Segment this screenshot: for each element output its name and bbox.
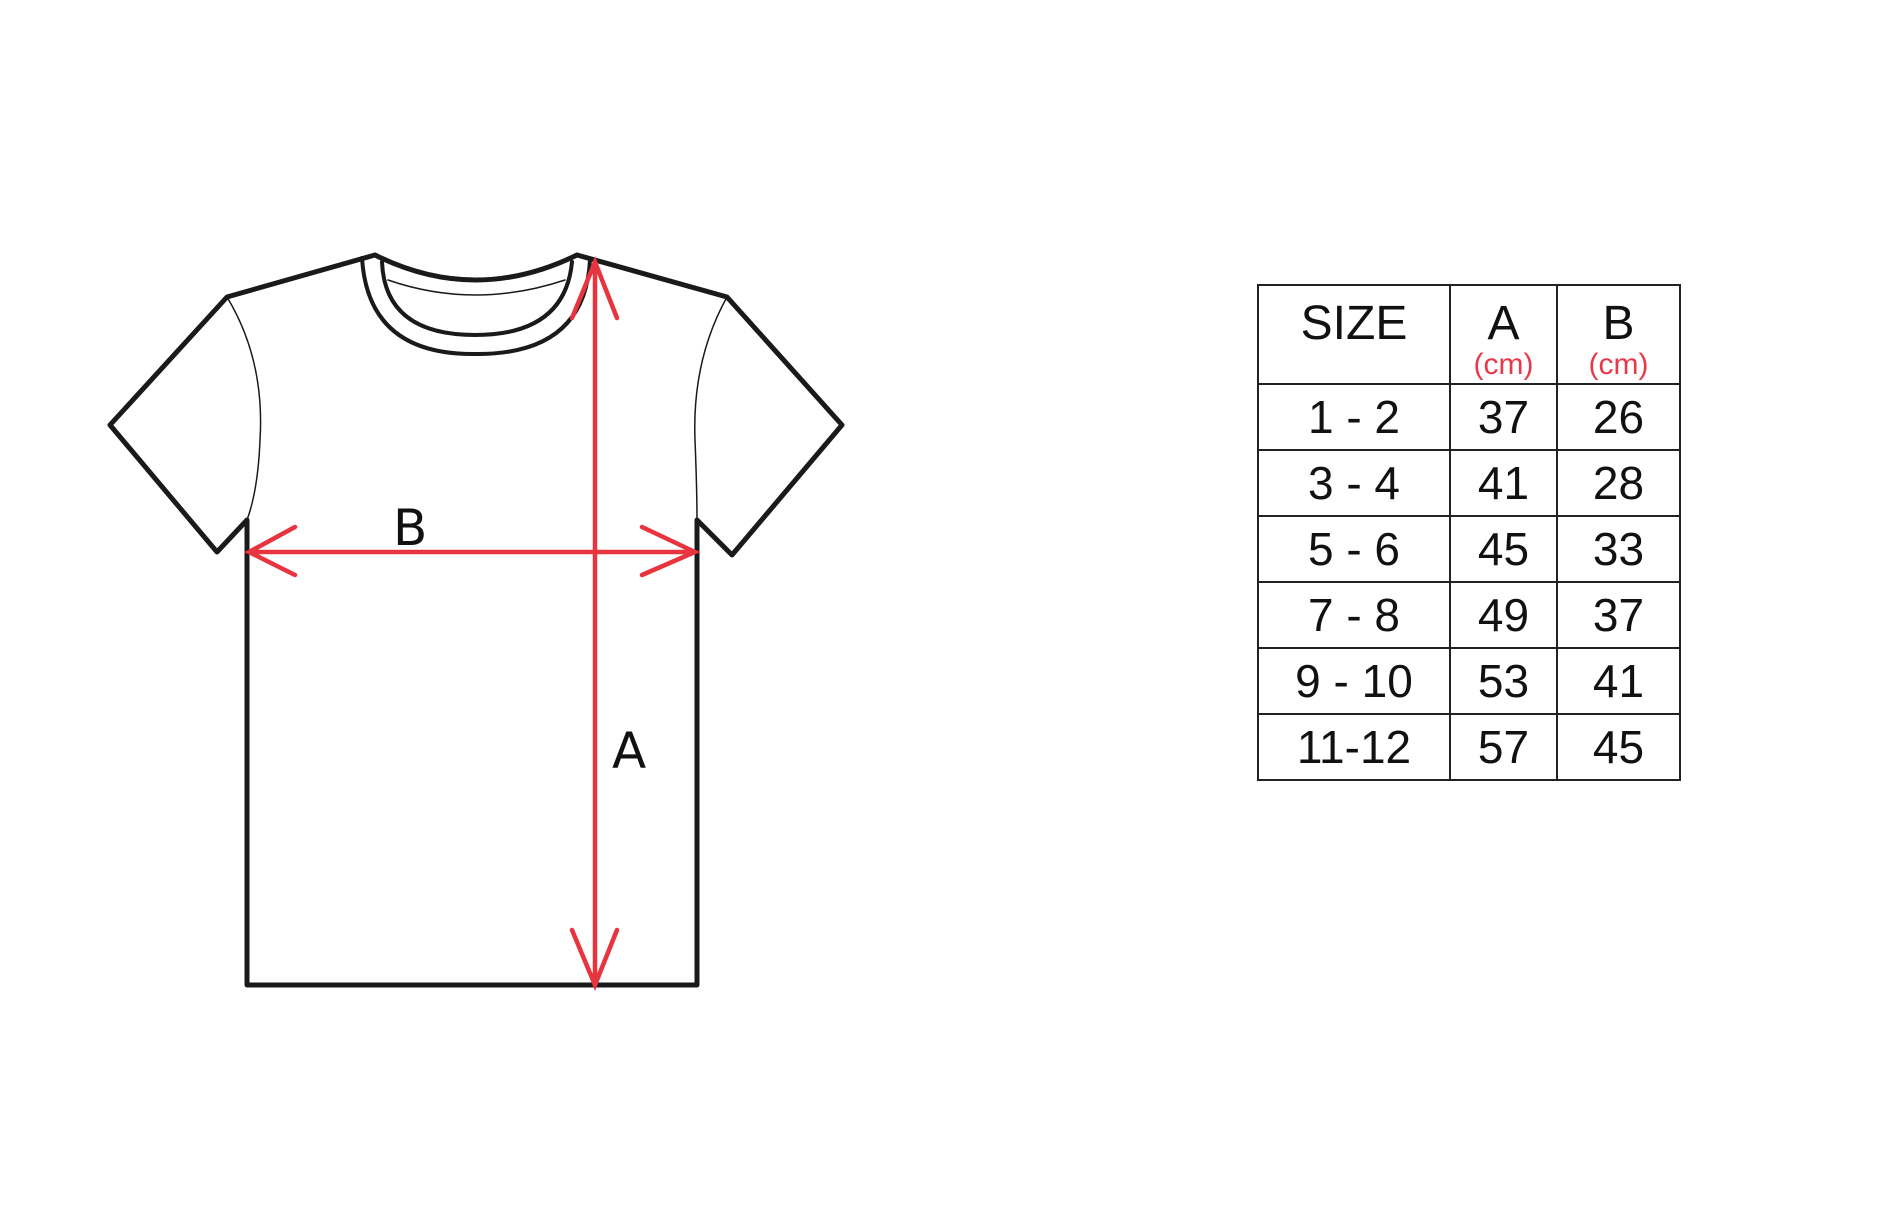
cell-b: 37 (1556, 581, 1681, 649)
cell-size: 3 - 4 (1257, 449, 1451, 517)
cell-a: 49 (1449, 581, 1558, 649)
cell-a: 45 (1449, 515, 1558, 583)
header-a: A (cm) (1449, 284, 1558, 385)
cell-size: 1 - 2 (1257, 383, 1451, 451)
cell-b: 28 (1556, 449, 1681, 517)
length-label-a: A (612, 722, 646, 780)
left-sleeve-seam (226, 296, 262, 521)
header-unit: (cm) (1588, 348, 1649, 381)
size-chart-table: SIZE A (cm) B (cm) 1 - 2 37 26 3 - 4 41 28 5 -… (1257, 284, 1681, 781)
cell-size: 9 - 10 (1257, 647, 1451, 715)
cell-b: 41 (1556, 647, 1681, 715)
width-label-b: B (393, 499, 427, 557)
tshirt-diagram: B A (107, 252, 845, 991)
cell-size: 5 - 6 (1257, 515, 1451, 583)
neckline (372, 252, 580, 283)
header-unit: (cm) (1473, 348, 1534, 381)
cell-size: 11-12 (1257, 713, 1451, 781)
table-header-row: SIZE A (cm) B (cm) (1257, 284, 1681, 385)
cell-a: 37 (1449, 383, 1558, 451)
shirt-outline (107, 252, 845, 988)
length-arrow-a (569, 255, 620, 991)
collar-inner (380, 260, 574, 337)
table-row: 5 - 6 45 33 (1257, 515, 1681, 583)
width-arrow-b (244, 524, 701, 578)
cell-b: 26 (1556, 383, 1681, 451)
header-b: B (cm) (1556, 284, 1681, 385)
header-label: A (1487, 297, 1520, 350)
cell-a: 41 (1449, 449, 1558, 517)
cell-b: 33 (1556, 515, 1681, 583)
table-row: 9 - 10 53 41 (1257, 647, 1681, 715)
cell-a: 57 (1449, 713, 1558, 781)
right-sleeve-seam (694, 296, 728, 521)
header-label: B (1602, 297, 1635, 350)
cell-size: 7 - 8 (1257, 581, 1451, 649)
table-row: 3 - 4 41 28 (1257, 449, 1681, 517)
header-label: SIZE (1300, 297, 1408, 350)
cell-b: 45 (1556, 713, 1681, 781)
table-row: 11-12 57 45 (1257, 713, 1681, 781)
collar-stitch (387, 279, 566, 296)
table-row: 7 - 8 49 37 (1257, 581, 1681, 649)
header-size: SIZE (1257, 284, 1451, 385)
table-row: 1 - 2 37 26 (1257, 383, 1681, 451)
cell-a: 53 (1449, 647, 1558, 715)
